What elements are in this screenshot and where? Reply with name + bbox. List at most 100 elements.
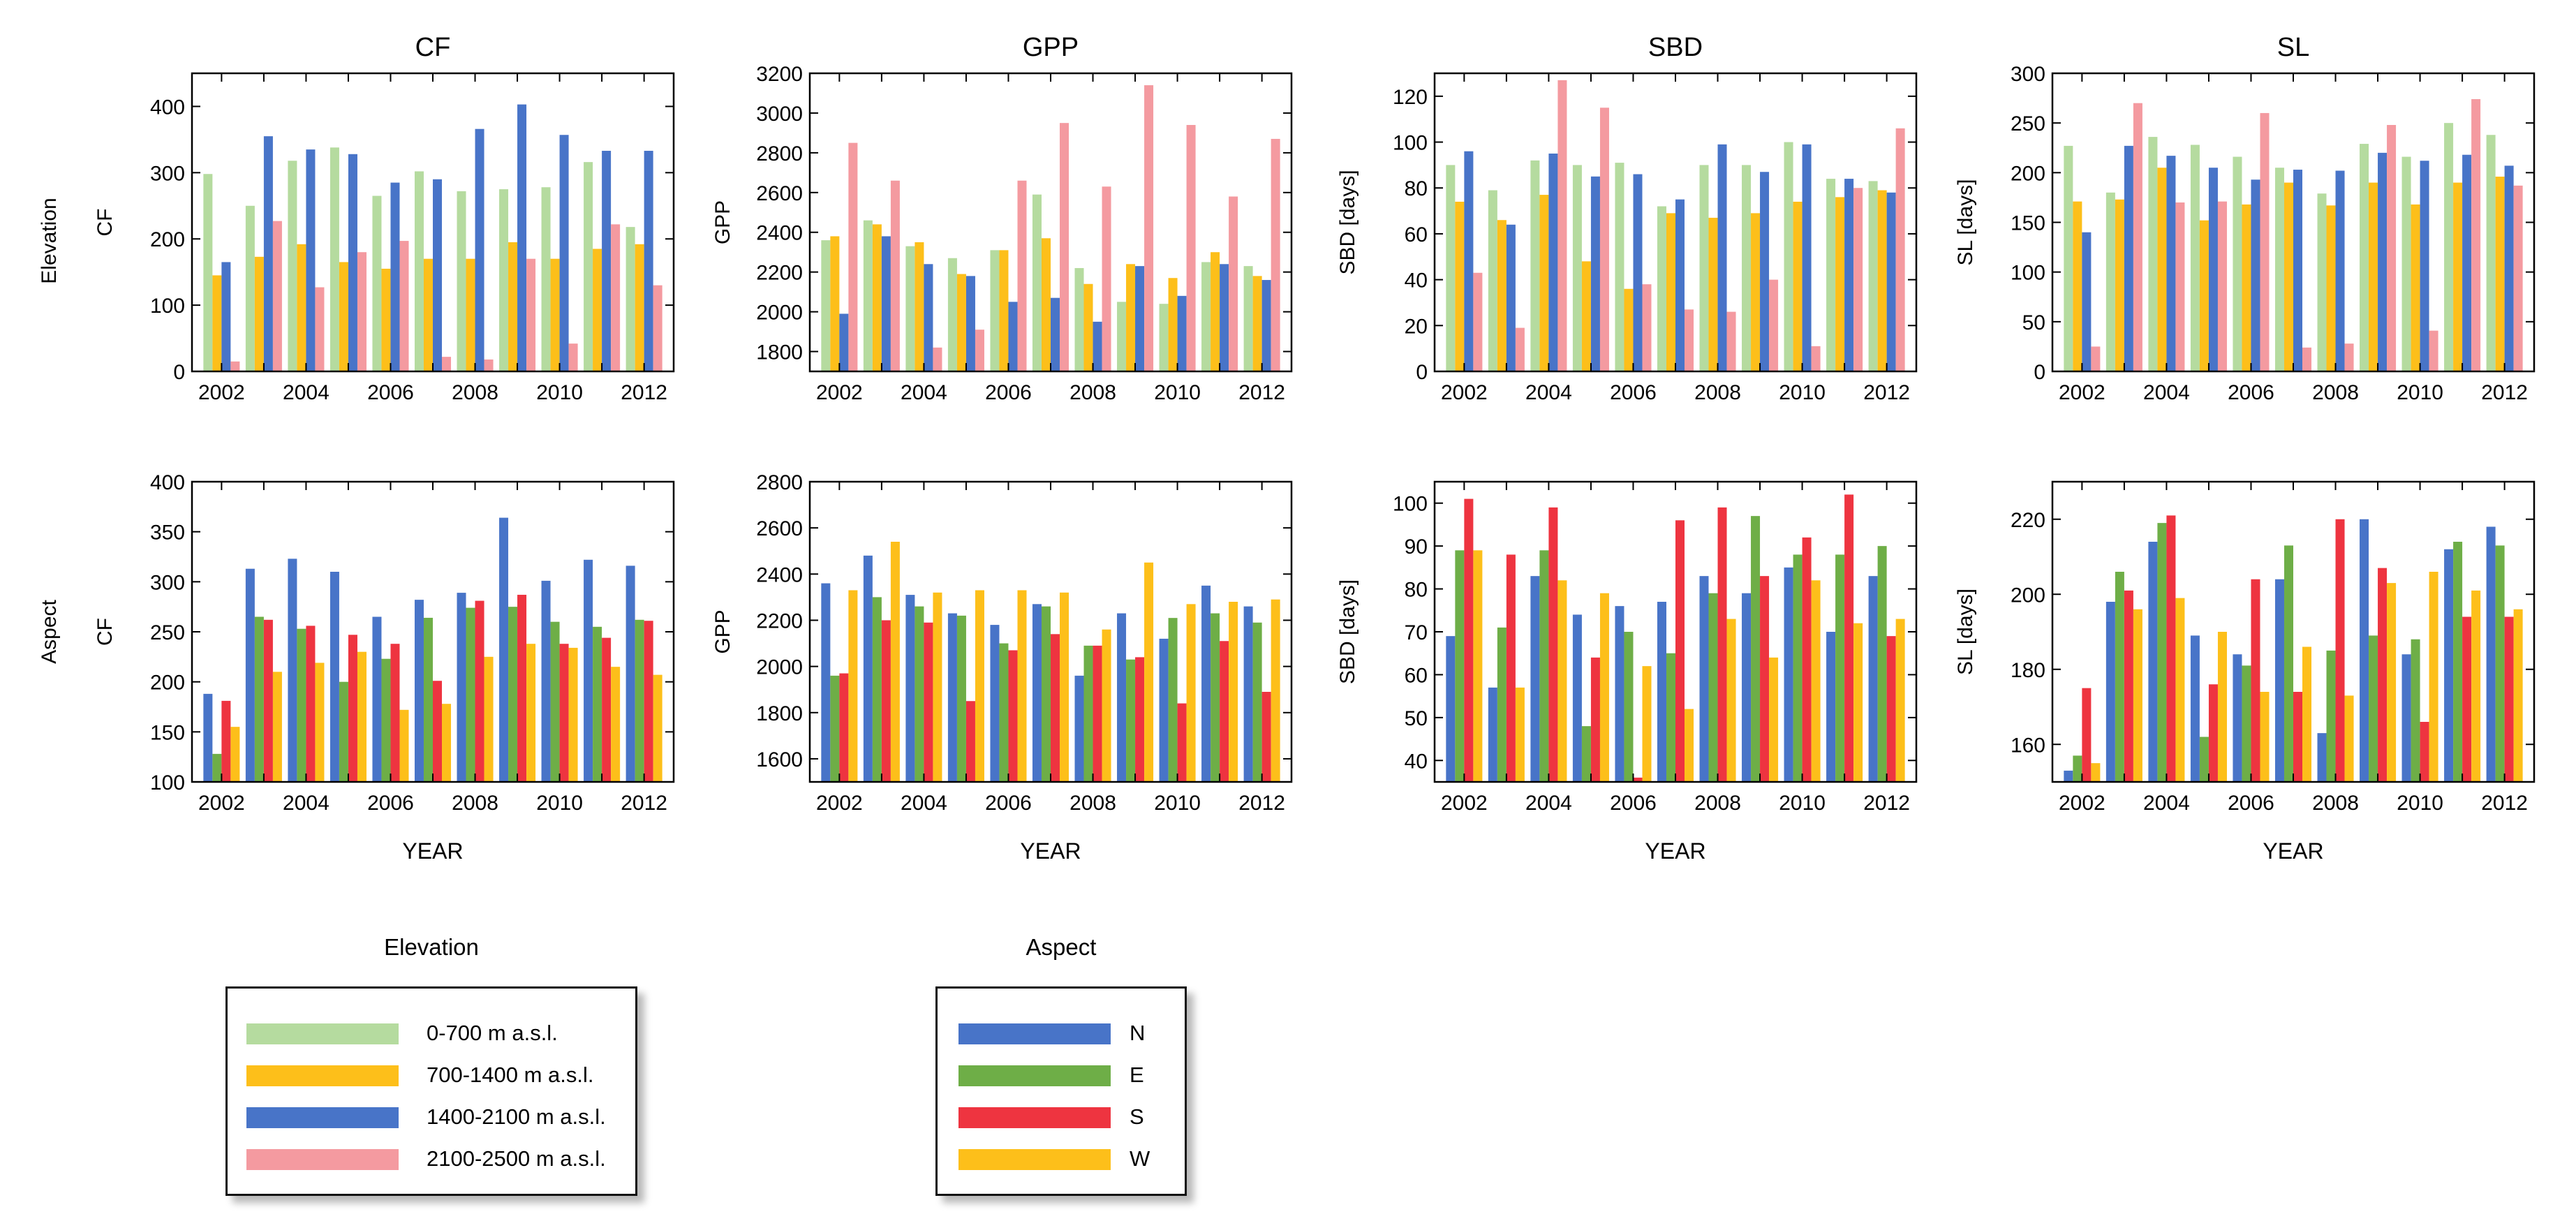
x-tick-label: 2012 — [1238, 792, 1285, 815]
chart-0-panel: 0 100 200 300 400 2002 2004 2006 2008 2010 2012 CF C… — [94, 33, 675, 404]
bar-2100-2500-m-a-s-l--2011 — [2471, 99, 2481, 371]
bar-s-2009 — [1135, 657, 1145, 782]
bar-700-1400-m-a-s-l--2010 — [1793, 201, 1803, 371]
legend-label: N — [1130, 1021, 1146, 1045]
bar-s-2002 — [2082, 688, 2092, 783]
bar-s-2005 — [965, 701, 975, 782]
bar-n-2010 — [2401, 654, 2411, 782]
bar-700-1400-m-a-s-l--2006 — [381, 268, 391, 371]
y-tick-label: 3000 — [756, 103, 803, 126]
x-tick-label: 2004 — [2143, 381, 2190, 404]
bar-0-700-m-a-s-l--2007 — [1657, 206, 1666, 371]
bar-700-1400-m-a-s-l--2011 — [1835, 197, 1845, 371]
bar-n-2007 — [1032, 604, 1042, 782]
bar-700-1400-m-a-s-l--2009 — [508, 242, 518, 371]
bar-1400-2100-m-a-s-l--2005 — [2208, 168, 2218, 371]
bar-2100-2500-m-a-s-l--2012 — [2513, 185, 2523, 371]
x-tick-label: 2006 — [985, 792, 1032, 815]
bar-n-2009 — [499, 517, 509, 782]
bar-w-2002 — [230, 727, 240, 782]
bar-w-2004 — [2175, 598, 2185, 783]
bar-1400-2100-m-a-s-l--2004 — [924, 264, 933, 371]
bar-1400-2100-m-a-s-l--2007 — [433, 179, 443, 371]
bar-1400-2100-m-a-s-l--2003 — [881, 236, 891, 371]
bar-w-2002 — [2091, 763, 2101, 783]
y-tick-label: 40 — [1405, 750, 1428, 773]
bar-700-1400-m-a-s-l--2005 — [2199, 220, 2209, 371]
bar-1400-2100-m-a-s-l--2010 — [2420, 161, 2429, 371]
bar-n-2009 — [1742, 593, 1752, 782]
bar-2100-2500-m-a-s-l--2006 — [2260, 112, 2270, 371]
aspect-legend: N E S W — [935, 986, 1187, 1196]
y-tick-label: 80 — [1405, 579, 1428, 602]
x-tick-label: 2006 — [1610, 381, 1657, 404]
bar-s-2007 — [2293, 692, 2303, 782]
bar-2100-2500-m-a-s-l--2010 — [568, 343, 578, 371]
x-tick-label: 2010 — [2397, 792, 2443, 815]
bar-700-1400-m-a-s-l--2003 — [254, 256, 264, 371]
bar-700-1400-m-a-s-l--2010 — [2411, 204, 2420, 371]
bar-s-2009 — [2378, 568, 2388, 783]
bar-1400-2100-m-a-s-l--2011 — [1844, 179, 1854, 371]
bar-2100-2500-m-a-s-l--2008 — [1726, 311, 1736, 371]
aspect-legend-title: Aspect — [1026, 934, 1097, 960]
chart-5-panel: 1600 1800 2000 2200 2400 2600 2800 2002 2004 2006… — [711, 471, 1293, 864]
bar-0-700-m-a-s-l--2010 — [1784, 142, 1793, 372]
y-axis-label: CF — [94, 209, 117, 237]
legend-label: 2100-2500 m a.s.l. — [427, 1146, 606, 1171]
bar-n-2008 — [1699, 576, 1709, 782]
y-tick-label: 2000 — [756, 302, 803, 325]
bar-s-2007 — [1051, 634, 1060, 782]
bar-e-2005 — [956, 615, 966, 782]
x-tick-label: 2008 — [452, 381, 498, 404]
legend-label: 1400-2100 m a.s.l. — [427, 1104, 606, 1129]
bar-w-2008 — [1726, 619, 1736, 782]
y-tick-label: 50 — [2022, 311, 2045, 334]
bar-n-2005 — [330, 572, 339, 782]
bar-w-2003 — [890, 542, 900, 782]
bar-0-700-m-a-s-l--2007 — [2274, 168, 2284, 371]
bar-2100-2500-m-a-s-l--2008 — [2344, 343, 2354, 371]
y-tick-label: 150 — [2011, 212, 2045, 235]
bar-e-2002 — [2073, 755, 2082, 783]
bar-n-2012 — [1868, 576, 1878, 782]
bar-700-1400-m-a-s-l--2009 — [2369, 182, 2378, 371]
bar-e-2002 — [1455, 550, 1465, 782]
bar-1400-2100-m-a-s-l--2003 — [2124, 145, 2133, 371]
bar-e-2007 — [1041, 606, 1051, 782]
bar-0-700-m-a-s-l--2005 — [330, 147, 339, 371]
bar-w-2006 — [399, 709, 409, 782]
bar-700-1400-m-a-s-l--2004 — [915, 242, 924, 371]
x-tick-label: 2006 — [367, 792, 414, 815]
y-axis-label: SBD [days] — [1336, 579, 1359, 684]
bar-700-1400-m-a-s-l--2010 — [550, 258, 560, 371]
bar-1400-2100-m-a-s-l--2006 — [390, 182, 400, 371]
bar-s-2005 — [348, 635, 357, 782]
y-tick-label: 50 — [1405, 707, 1428, 730]
chart-4-panel: 100 150 200 250 300 350 400 2002 2004 2006 2008 201… — [94, 471, 675, 864]
bar-0-700-m-a-s-l--2004 — [2148, 137, 2158, 371]
bar-2100-2500-m-a-s-l--2011 — [611, 224, 621, 371]
x-tick-label: 2012 — [1863, 792, 1910, 815]
legend-item: 0-700 m a.s.l. — [228, 1015, 635, 1057]
legend-swatch — [246, 1065, 399, 1086]
bar-s-2006 — [390, 644, 400, 782]
x-tick-label: 2004 — [901, 792, 947, 815]
bar-w-2012 — [2513, 609, 2523, 782]
bar-0-700-m-a-s-l--2009 — [2360, 144, 2369, 371]
bar-n-2005 — [2190, 635, 2200, 783]
y-axis-label: GPP — [711, 609, 734, 653]
legend-swatch — [958, 1065, 1111, 1086]
bar-n-2002 — [1446, 636, 1456, 782]
bar-n-2011 — [2444, 549, 2454, 782]
bar-2100-2500-m-a-s-l--2003 — [2133, 103, 2142, 371]
bar-e-2002 — [212, 753, 222, 782]
bar-w-2010 — [2429, 572, 2438, 782]
bar-1400-2100-m-a-s-l--2004 — [2166, 156, 2176, 371]
bar-1400-2100-m-a-s-l--2006 — [1008, 302, 1018, 371]
bar-0-700-m-a-s-l--2005 — [1572, 165, 1582, 371]
y-tick-label: 2600 — [756, 182, 803, 205]
x-tick-label: 2002 — [198, 792, 245, 815]
bar-s-2002 — [839, 673, 849, 782]
legend-item: W — [938, 1141, 1185, 1183]
